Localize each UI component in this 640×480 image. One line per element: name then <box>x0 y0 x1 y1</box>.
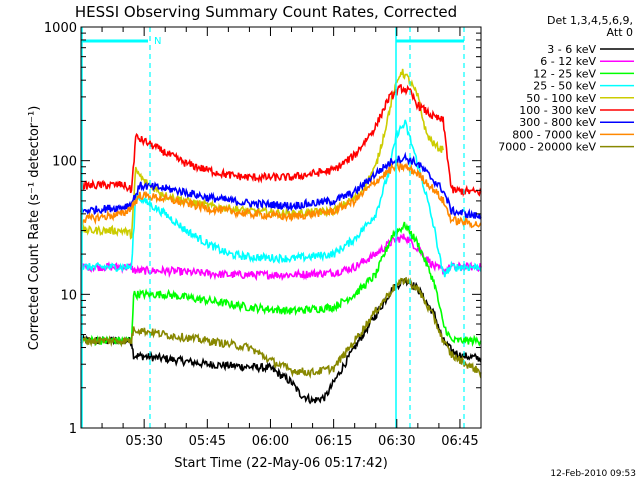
plot-area: N 1 10 100 1000 05:30 05:45 06:00 06:15 06:30 06:4… <box>44 21 482 449</box>
series-line-6 <box>80 84 482 198</box>
legend-entry-label: 25 - 50 keV <box>533 80 596 93</box>
series-line-4 <box>80 119 482 278</box>
x-tick-label: 05:30 <box>125 434 162 449</box>
series-line-9 <box>80 276 482 379</box>
series-line-3 <box>80 221 482 347</box>
x-axis-label: Start Time (22-May-06 05:17:42) <box>174 456 388 471</box>
legend-entry-label: 50 - 100 keV <box>526 92 596 105</box>
legend-header-line1: Det 1,3,4,5,6,9, <box>547 14 633 27</box>
legend-entry-label: 100 - 300 keV <box>519 104 596 117</box>
legend-entry-label: 7000 - 20000 keV <box>498 141 596 154</box>
y-axis-label: Corrected Count Rate (s⁻¹ detector⁻¹) <box>27 106 42 351</box>
y-tick-label: 1000 <box>44 21 77 36</box>
series-line-7 <box>80 151 482 221</box>
y-tick-label: 10 <box>60 288 77 303</box>
series-line-5 <box>80 68 444 240</box>
y-tick-label: 100 <box>52 155 77 170</box>
date-stamp: 12-Feb-2010 09:53 <box>550 469 636 479</box>
legend-entry-label: 800 - 7000 keV <box>512 128 596 141</box>
chart-title: HESSI Observing Summary Count Rates, Cor… <box>75 3 457 21</box>
series-line-8 <box>80 161 482 229</box>
plot-frame <box>80 26 482 429</box>
legend-entry-label: 12 - 25 keV <box>533 67 596 80</box>
legend-entry-label: 3 - 6 keV <box>547 43 596 56</box>
x-tick-label: 05:45 <box>189 434 226 449</box>
x-tick-label: 06:30 <box>378 434 415 449</box>
legend-entry-label: 300 - 800 keV <box>519 116 596 129</box>
x-tick-label: 06:15 <box>315 434 352 449</box>
legend-header-line2: Att 0 <box>607 26 633 39</box>
x-tick-label: 06:00 <box>252 434 289 449</box>
legend-entry-label: 6 - 12 keV <box>540 55 596 68</box>
night-label: N <box>154 36 161 47</box>
x-tick-label: 06:45 <box>441 434 478 449</box>
y-tick-label: 1 <box>69 422 77 437</box>
series-line-2 <box>80 233 482 282</box>
